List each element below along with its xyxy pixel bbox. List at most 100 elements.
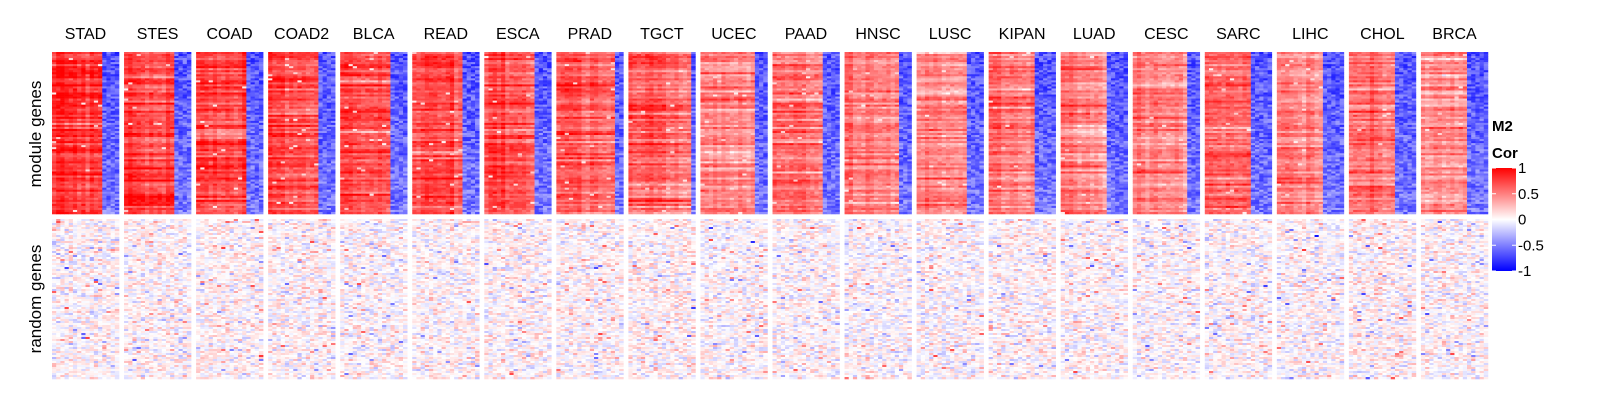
heatmap-cell bbox=[90, 190, 94, 192]
heatmap-cell bbox=[94, 111, 98, 113]
heatmap-cell bbox=[60, 84, 64, 86]
heatmap-cell bbox=[73, 86, 77, 88]
heatmap-cell bbox=[60, 182, 64, 184]
heatmap-cell bbox=[90, 157, 94, 159]
heatmap-cell bbox=[90, 121, 94, 123]
heatmap-cell bbox=[86, 147, 90, 149]
heatmap-cell bbox=[94, 153, 98, 155]
heatmap-cell bbox=[90, 68, 94, 70]
module-row-stad bbox=[52, 115, 119, 117]
heatmap-cell bbox=[81, 60, 85, 62]
heatmap-cell bbox=[52, 194, 56, 196]
heatmap-cell bbox=[52, 155, 56, 157]
module-row-stad bbox=[52, 78, 119, 80]
heatmap-cell bbox=[73, 103, 77, 105]
heatmap-cell bbox=[56, 188, 60, 190]
heatmap-cell bbox=[56, 97, 60, 99]
heatmap-cell bbox=[81, 155, 85, 157]
heatmap-cell bbox=[102, 194, 106, 196]
heatmap-cell bbox=[52, 54, 56, 56]
heatmap-cell bbox=[102, 171, 106, 173]
heatmap-cell bbox=[90, 97, 94, 99]
heatmap-cell bbox=[73, 121, 77, 123]
heatmap-cell bbox=[56, 78, 60, 80]
heatmap-cell bbox=[73, 80, 77, 82]
heatmap-cell bbox=[56, 90, 60, 92]
heatmap-cell bbox=[77, 171, 81, 173]
heatmap-cell bbox=[90, 93, 94, 95]
heatmap-cell bbox=[77, 153, 81, 155]
heatmap-cell bbox=[111, 161, 115, 163]
heatmap-cell bbox=[106, 72, 110, 74]
heatmap-cell bbox=[90, 74, 94, 76]
heatmap-cell bbox=[111, 129, 115, 131]
heatmap-cell bbox=[90, 115, 94, 117]
heatmap-cell bbox=[60, 159, 64, 161]
heatmap-cell bbox=[77, 131, 81, 133]
heatmap-cell bbox=[65, 161, 69, 163]
heatmap-cell bbox=[102, 188, 106, 190]
heatmap-cell bbox=[98, 131, 102, 133]
heatmap-cell bbox=[86, 129, 90, 131]
heatmap-cell bbox=[65, 109, 69, 111]
heatmap-cell bbox=[106, 192, 110, 194]
heatmap-cell bbox=[65, 105, 69, 107]
heatmap-cell bbox=[69, 145, 73, 147]
module-row-stad bbox=[52, 90, 119, 92]
heatmap-cell bbox=[77, 184, 81, 186]
heatmap-cell bbox=[81, 123, 85, 125]
heatmap-cell bbox=[98, 82, 102, 84]
heatmap-cell bbox=[94, 78, 98, 80]
heatmap-cell bbox=[98, 153, 102, 155]
heatmap-cell bbox=[98, 141, 102, 143]
heatmap-cell bbox=[65, 95, 69, 97]
heatmap-cell bbox=[106, 157, 110, 159]
heatmap-cell bbox=[52, 165, 56, 167]
module-row-stad bbox=[52, 139, 119, 141]
heatmap-cell bbox=[90, 72, 94, 74]
heatmap-cell bbox=[98, 182, 102, 184]
heatmap-cell bbox=[77, 82, 81, 84]
heatmap-cell bbox=[94, 121, 98, 123]
heatmap-cell bbox=[102, 145, 106, 147]
heatmap-cell bbox=[86, 68, 90, 70]
heatmap-cell bbox=[111, 115, 115, 117]
module-row-stad bbox=[52, 105, 119, 107]
heatmap-cell bbox=[77, 192, 81, 194]
heatmap-cell bbox=[86, 117, 90, 119]
module-row-stad bbox=[52, 123, 119, 125]
heatmap-cell bbox=[98, 97, 102, 99]
heatmap-cell bbox=[115, 192, 119, 194]
heatmap-cell bbox=[73, 52, 77, 54]
heatmap-cell bbox=[90, 62, 94, 64]
module-row-stad bbox=[52, 68, 119, 70]
heatmap-cell bbox=[60, 74, 64, 76]
heatmap-cell bbox=[94, 133, 98, 135]
column-label-read: READ bbox=[424, 26, 468, 43]
heatmap-cell bbox=[94, 56, 98, 58]
heatmap-cell bbox=[86, 121, 90, 123]
heatmap-cell bbox=[102, 165, 106, 167]
heatmap-cell bbox=[94, 117, 98, 119]
heatmap-cell bbox=[94, 127, 98, 129]
heatmap-cell bbox=[81, 78, 85, 80]
heatmap-cell bbox=[102, 82, 106, 84]
heatmap-cell bbox=[65, 66, 69, 68]
heatmap-cell bbox=[69, 68, 73, 70]
heatmap-cell bbox=[86, 80, 90, 82]
heatmap-cell bbox=[73, 163, 77, 165]
heatmap-cell bbox=[98, 133, 102, 135]
heatmap-cell bbox=[77, 129, 81, 131]
heatmap-cell bbox=[111, 58, 115, 60]
heatmap-cell bbox=[106, 188, 110, 190]
heatmap-cell bbox=[86, 196, 90, 198]
heatmap-cell bbox=[111, 167, 115, 169]
heatmap-cell bbox=[98, 78, 102, 80]
heatmap-cell bbox=[102, 169, 106, 171]
heatmap-cell bbox=[65, 171, 69, 173]
heatmap-cell bbox=[65, 139, 69, 141]
heatmap-cell bbox=[65, 72, 69, 74]
heatmap-cell bbox=[111, 192, 115, 194]
heatmap-cell bbox=[111, 62, 115, 64]
heatmap-cell bbox=[60, 171, 64, 173]
